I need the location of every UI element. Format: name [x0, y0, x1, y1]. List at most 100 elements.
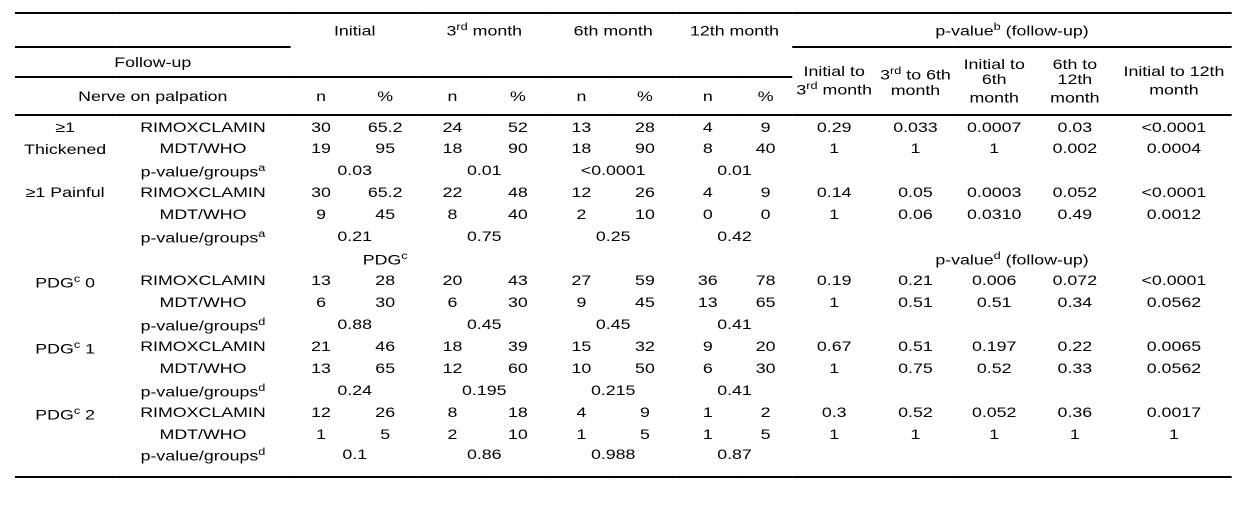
p-value: <0.0001: [1141, 272, 1207, 288]
label-text: PDG: [35, 406, 74, 423]
spacer-cell: [876, 159, 955, 181]
treatment-label: MDT/WHO: [115, 137, 290, 159]
spacer-cell: [955, 313, 1034, 335]
n-value: 13: [571, 118, 592, 135]
pgroups-label: p-value/groupsa: [115, 225, 290, 247]
group-label: PDGc 0: [15, 269, 115, 335]
superscript: c: [73, 406, 81, 417]
pgroups-value: 0.01: [466, 162, 502, 178]
table-row: p-value/groupsa 0.03 0.01 <0.0001 0.01: [15, 159, 1232, 181]
n-value: 9: [576, 294, 587, 310]
pct-value: 65: [755, 294, 776, 310]
pvalue-col-initial-to-3rd: Initial to 3rd month: [792, 47, 877, 116]
spacer-cell: [1116, 225, 1232, 247]
label-text: Initial: [333, 22, 376, 39]
p-value: 0.0007: [967, 118, 1022, 135]
pgroups-label: p-value/groupsd: [115, 379, 290, 401]
pgroups-value: 0.195: [462, 382, 507, 398]
label-text: p-value/groups: [140, 229, 259, 246]
col-header-initial: Initial: [290, 13, 419, 78]
table-row: ≥1 Painful RIMOXCLAMIN 30 65.2 22 48 12 26 4 9 0.1…: [15, 181, 1232, 203]
p-value: <0.0001: [1141, 118, 1207, 135]
pgroups-label: p-value/groupsa: [115, 159, 290, 181]
n-label: n: [549, 77, 614, 116]
n-value: 13: [697, 294, 718, 310]
superscript: a: [258, 228, 266, 240]
spacer-cell: [792, 225, 876, 247]
p-value: 0.002: [1052, 140, 1098, 156]
spacer-cell: [955, 225, 1034, 247]
n-value: 30: [311, 184, 331, 200]
pct-label: %: [738, 77, 793, 116]
p-value: 0.0562: [1146, 360, 1202, 376]
n-value: 8: [447, 404, 458, 420]
n-value: 4: [576, 404, 587, 420]
table-row: MDT/WHO 1 5 2 10 1 5 1 5 1 1 1 1 1: [15, 423, 1232, 445]
pvalue-col-3rd-to-6th: 3rd to 6th month: [876, 47, 955, 116]
label-text: p-value/groups: [140, 317, 259, 334]
table-row: MDT/WHO 13 65 12 60 10 50 6 30 1 0.75 0.52 0.33 0.056…: [15, 357, 1232, 379]
table-row: PDGc 2 RIMOXCLAMIN 12 26 8 18 4 9 1 2 0.3 0.52 0.052…: [15, 401, 1232, 423]
group-label: PDGc 2: [15, 401, 115, 477]
pct-value: 59: [635, 272, 655, 288]
pct-value: 5: [380, 426, 391, 442]
pct-value: 78: [755, 272, 776, 288]
pgroups-value: 0.01: [717, 162, 752, 178]
section-subheader-row: PDGc p-valued (follow-up): [15, 247, 1232, 269]
treatment-label: MDT/WHO: [115, 357, 290, 379]
treatment-label: RIMOXCLAMIN: [115, 115, 290, 137]
spacer-cell: [792, 445, 876, 477]
label-text: 6th to 12th month: [1050, 55, 1100, 106]
label-text: MDT/WHO: [159, 140, 247, 156]
label-text: 1: [80, 340, 96, 357]
n-value: 18: [442, 140, 463, 156]
pct-value: 5: [760, 426, 771, 442]
table-scale-layer: Initial 3rd month 6th month 12th month p…: [15, 12, 1232, 478]
pct-value: 26: [635, 184, 655, 200]
n-value: 2: [447, 426, 458, 442]
pvalue-col-initial-to-12th: Initial to 12th month: [1116, 47, 1232, 116]
pct-value: 46: [375, 338, 396, 354]
p-value: 0.19: [816, 272, 852, 288]
pct-value: 18: [508, 404, 528, 420]
label-text: (follow-up): [1000, 251, 1089, 268]
n-value: 36: [697, 272, 718, 288]
label-text: p-value/groups: [140, 447, 259, 464]
pct-value: 30: [375, 294, 396, 310]
pgroups-value: 0.25: [595, 228, 631, 244]
p-value: 0.0562: [1146, 294, 1202, 310]
p-value: 1: [1069, 426, 1080, 442]
corner-spacer: [15, 13, 291, 48]
col-header-6th-month: 6th month: [549, 13, 677, 78]
table-row: p-value/groupsd 0.88 0.45 0.45 0.41: [15, 313, 1232, 335]
label-text: Initial to 12th month: [1123, 63, 1225, 98]
spacer-cell: [955, 445, 1034, 477]
n-value: 22: [442, 184, 463, 200]
spacer-cell: [1116, 379, 1232, 401]
pct-value: 52: [508, 118, 528, 135]
n-value: 0: [702, 206, 713, 222]
p-value: 1: [989, 140, 1000, 156]
pgroups-value: 0.87: [717, 446, 752, 463]
superscript: c: [73, 274, 81, 285]
n-value: 6: [702, 360, 713, 376]
spacer-cell: [1116, 445, 1232, 477]
pgroups-value: 0.41: [717, 316, 752, 332]
table-row: ≥1 Thickened RIMOXCLAMIN 30 65.2 24 52 13 28 4 9 0…: [15, 115, 1232, 158]
label-text: MDT/WHO: [159, 360, 247, 376]
pgroups-label: p-value/groupsd: [115, 445, 290, 477]
pct-label: %: [613, 77, 677, 116]
pct-value: 48: [508, 184, 528, 200]
n-value: 9: [702, 338, 713, 354]
label-text: MDT/WHO: [159, 426, 247, 442]
n-value: 12: [442, 360, 463, 376]
n-value: 6: [447, 294, 458, 310]
p-value: 0.033: [893, 118, 938, 135]
n-value: 8: [702, 140, 713, 156]
p-value: 1: [989, 426, 1000, 442]
label-text: month: [467, 22, 523, 39]
superscript: b: [993, 21, 1001, 33]
p-value: 0.67: [816, 338, 852, 354]
pgroups-value: 0.21: [337, 228, 373, 244]
pct-value: 39: [508, 338, 528, 354]
